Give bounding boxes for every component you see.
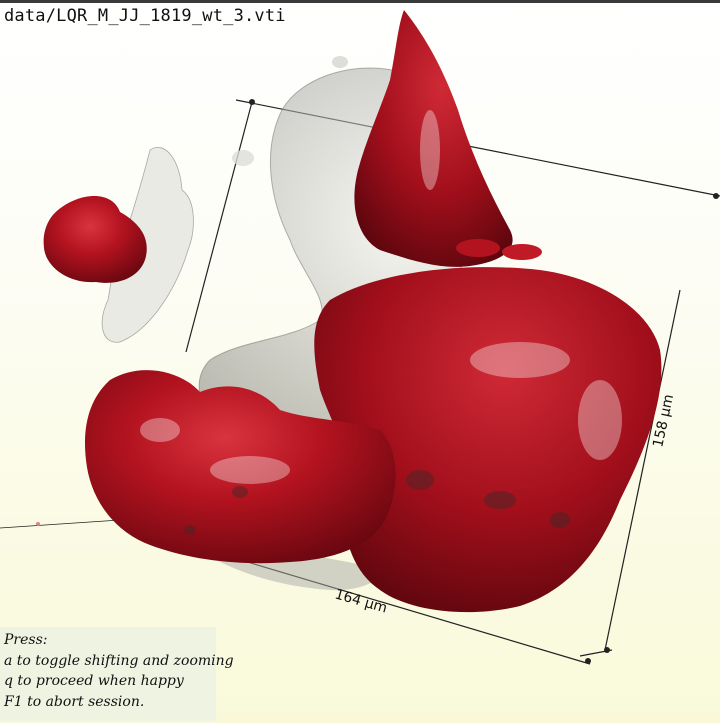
file-path-title: data/LQR_M_JJ_1819_wt_3.vti — [4, 6, 286, 26]
keyboard-help-panel: Press: a to toggle shifting and zooming … — [0, 627, 234, 721]
width-axis-label: 164 µm — [333, 586, 389, 616]
surface-dark-pits — [184, 470, 570, 535]
help-heading: Press: — [4, 632, 48, 648]
red-main-body — [314, 267, 662, 613]
window-top-border — [0, 0, 720, 3]
red-lower-left-body — [85, 370, 396, 564]
surface-highlights — [140, 110, 622, 484]
help-line-proceed: q to proceed when happy — [4, 673, 184, 689]
help-line-toggle: a to toggle shifting and zooming — [4, 652, 234, 669]
red-fragment-left — [43, 196, 147, 283]
help-line-abort: F1 to abort session. — [4, 693, 145, 710]
red-spike-structure — [354, 10, 542, 267]
bounding-box-axes — [0, 99, 720, 665]
